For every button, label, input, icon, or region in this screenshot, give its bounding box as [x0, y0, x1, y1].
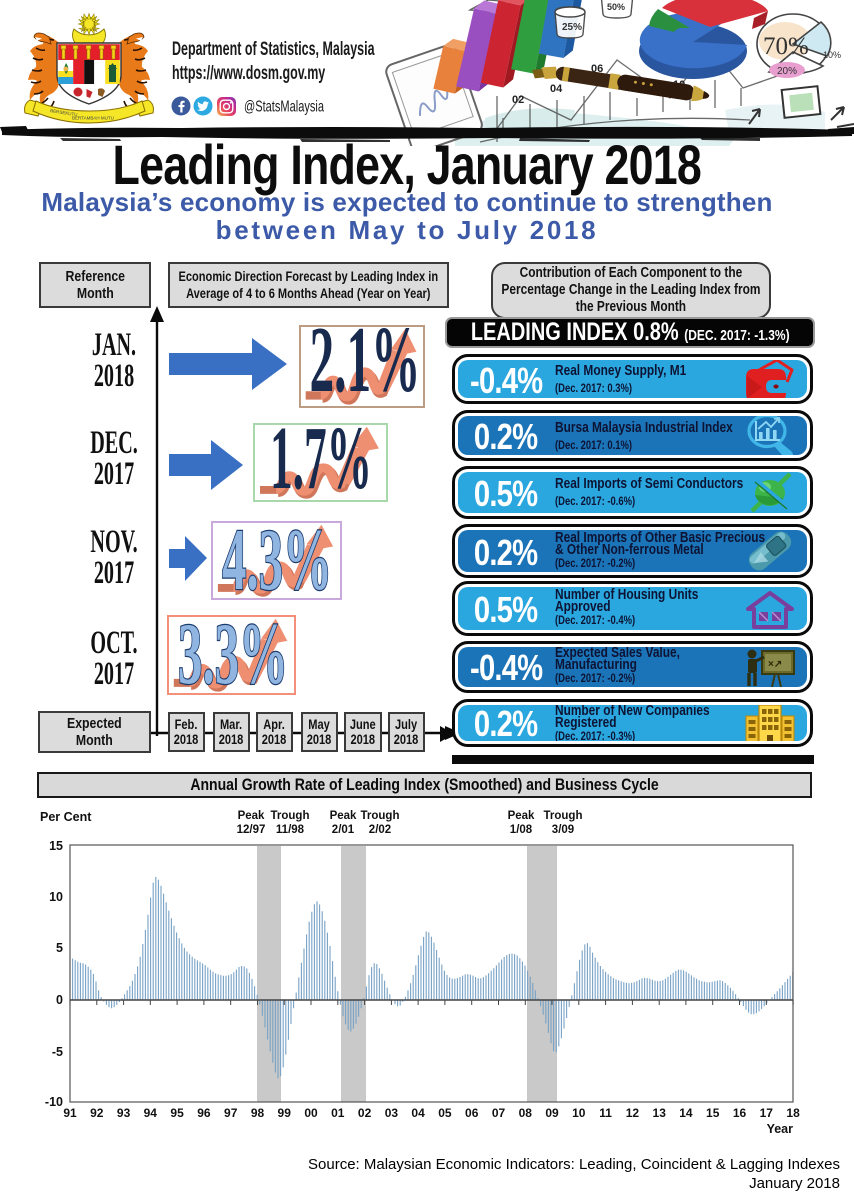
svg-text:13: 13: [653, 1106, 667, 1120]
svg-text:25%: 25%: [562, 22, 582, 33]
svg-text:02: 02: [512, 94, 524, 106]
svg-text:99: 99: [278, 1106, 292, 1120]
svg-text:95: 95: [170, 1106, 184, 1120]
svg-text:94: 94: [144, 1106, 158, 1120]
svg-text:3.3%: 3.3%: [178, 617, 288, 692]
svg-text:Year: Year: [767, 1122, 794, 1136]
svg-text:12: 12: [626, 1106, 640, 1120]
svg-text:10: 10: [49, 890, 63, 904]
svg-text:1.7%: 1.7%: [270, 425, 372, 499]
svg-text:03: 03: [385, 1106, 399, 1120]
svg-text:5: 5: [56, 941, 63, 955]
svg-text:17: 17: [760, 1106, 774, 1120]
svg-text:06: 06: [465, 1106, 479, 1120]
svg-text:10: 10: [572, 1106, 586, 1120]
svg-text:@StatsMalaysia: @StatsMalaysia: [244, 99, 324, 116]
svg-text:70%: 70%: [763, 33, 809, 60]
svg-text:-5: -5: [52, 1045, 63, 1059]
svg-text:93: 93: [117, 1106, 131, 1120]
svg-text:16: 16: [733, 1106, 747, 1120]
svg-text:07: 07: [492, 1106, 506, 1120]
svg-text:2.1%: 2.1%: [310, 327, 421, 405]
svg-text:91: 91: [63, 1106, 77, 1120]
svg-text:04: 04: [550, 83, 563, 95]
svg-text:14: 14: [679, 1106, 693, 1120]
svg-text:15: 15: [49, 839, 63, 853]
svg-text:-10: -10: [45, 1095, 63, 1109]
svg-text:92: 92: [90, 1106, 104, 1120]
svg-text:BERTAMBAH MUTU: BERTAMBAH MUTU: [72, 116, 114, 121]
svg-text:08: 08: [519, 1106, 533, 1120]
svg-text:01: 01: [331, 1106, 345, 1120]
svg-text:18: 18: [786, 1106, 800, 1120]
svg-text:04: 04: [411, 1106, 425, 1120]
svg-text:10%: 10%: [823, 50, 841, 60]
svg-text:15: 15: [706, 1106, 720, 1120]
svg-text:09: 09: [545, 1106, 559, 1120]
svg-text:97: 97: [224, 1106, 238, 1120]
svg-text:11: 11: [599, 1106, 612, 1120]
svg-text:02: 02: [358, 1106, 372, 1120]
svg-text:4.3%: 4.3%: [222, 523, 332, 597]
svg-text:0: 0: [56, 993, 63, 1007]
svg-text:96: 96: [197, 1106, 211, 1120]
svg-text:98: 98: [251, 1106, 265, 1120]
svg-text:20%: 20%: [777, 66, 797, 77]
svg-text:50%: 50%: [607, 2, 625, 12]
svg-text:BERSEKUTU: BERSEKUTU: [50, 108, 78, 117]
svg-text:×↗: ×↗: [768, 659, 782, 670]
svg-text:00: 00: [304, 1106, 318, 1120]
svg-text:05: 05: [438, 1106, 452, 1120]
